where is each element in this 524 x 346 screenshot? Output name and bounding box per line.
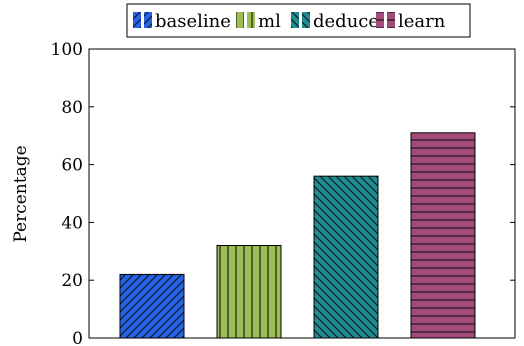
legend-label-baseline: baseline	[155, 11, 231, 32]
legend-label-deduce: deduce	[313, 11, 379, 32]
bar-baseline	[119, 273, 185, 339]
y-tick-label: 60	[61, 156, 83, 176]
legend: baseline ml deduce learn	[126, 3, 471, 38]
legend-label-learn: learn	[398, 11, 446, 32]
legend-swatch-ml-b	[247, 12, 255, 28]
legend-swatch-baseline	[133, 12, 141, 28]
axes	[88, 48, 516, 339]
legend-swatch-learn	[376, 12, 384, 28]
bar-learn	[410, 132, 476, 339]
y-tick-label: 100	[51, 40, 83, 60]
legend-swatch-baseline-b	[144, 12, 152, 28]
y-tick-label: 40	[61, 213, 83, 233]
bar-ml	[216, 245, 282, 339]
legend-swatch-deduce	[291, 12, 299, 28]
y-axis-label: Percentage	[11, 145, 31, 242]
legend-swatch-ml	[236, 12, 244, 28]
bars	[119, 132, 476, 339]
legend-swatch-deduce-b	[302, 12, 310, 28]
legend-swatch-learn-b	[387, 12, 395, 28]
bar-deduce	[313, 175, 379, 339]
y-tick-label: 0	[72, 329, 83, 346]
y-axis-ticks: 0 20 40 60 80 100	[51, 40, 515, 346]
legend-label-ml: ml	[258, 11, 281, 32]
y-tick-label: 20	[61, 271, 83, 291]
plot-frame	[88, 48, 516, 339]
y-tick-label: 80	[61, 98, 83, 118]
